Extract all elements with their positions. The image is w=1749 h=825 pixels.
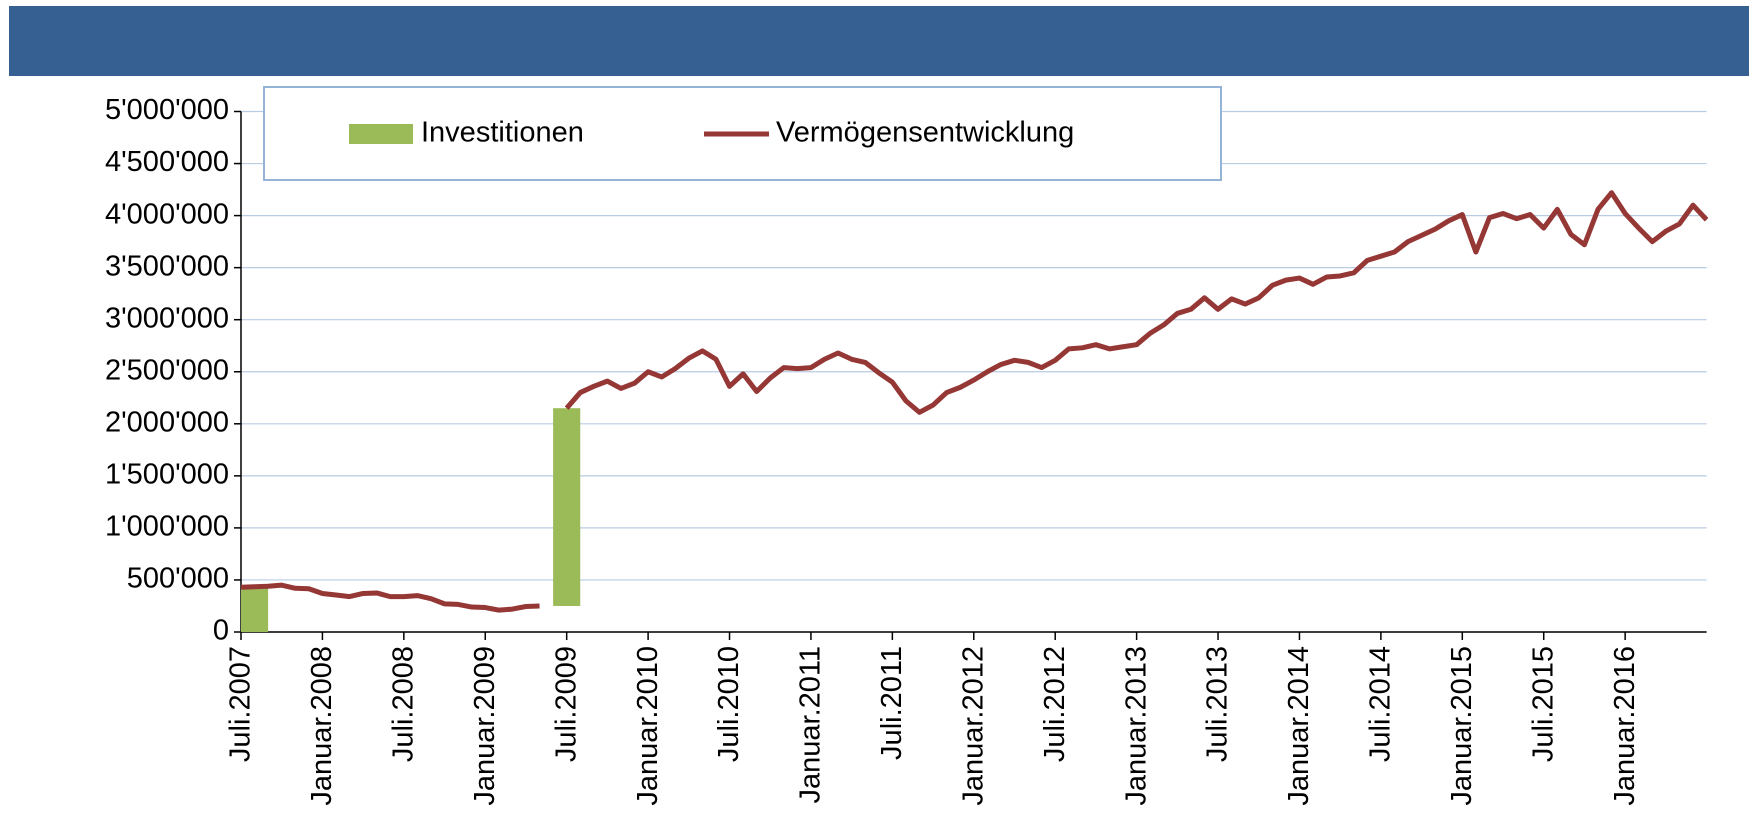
legend-label: Vermögensentwicklung: [776, 117, 1074, 149]
y-tick-label: 4'000'000: [105, 198, 229, 230]
x-tick-label: Januar.2010: [632, 646, 664, 806]
y-tick-label: 4'500'000: [105, 146, 229, 178]
bar: [241, 587, 269, 632]
x-tick-label: Januar.2015: [1446, 646, 1478, 806]
y-tick-label: 1'000'000: [105, 511, 229, 543]
x-tick-label: Juli.2013: [1202, 646, 1234, 762]
legend-label: Investitionen: [421, 117, 584, 149]
y-tick-label: 2'000'000: [105, 406, 229, 438]
y-tick-label: 500'000: [127, 563, 229, 595]
y-tick-label: 5'000'000: [105, 94, 229, 126]
x-tick-label: Januar.2014: [1283, 646, 1315, 806]
legend-swatch: [349, 124, 413, 144]
x-tick-label: Juli.2015: [1527, 646, 1559, 762]
x-tick-label: Januar.2009: [469, 646, 501, 806]
x-tick-label: Januar.2011: [795, 646, 827, 804]
x-tick-label: Juli.2011: [876, 646, 908, 760]
x-tick-label: Januar.2013: [1120, 646, 1152, 806]
x-tick-label: Juli.2008: [387, 646, 419, 762]
header-bar: [9, 6, 1749, 76]
x-tick-label: Juli.2009: [550, 646, 582, 762]
x-tick-label: Januar.2012: [957, 646, 989, 806]
x-tick-label: Juli.2014: [1365, 646, 1397, 762]
x-tick-label: Januar.2016: [1609, 646, 1641, 806]
x-tick-label: Juli.2007: [225, 646, 257, 762]
y-tick-label: 3'500'000: [105, 250, 229, 282]
y-tick-label: 1'500'000: [105, 459, 229, 491]
x-tick-label: Juli.2012: [1039, 646, 1071, 762]
x-tick-label: Januar.2008: [306, 646, 338, 806]
y-tick-label: 0: [213, 615, 229, 647]
y-tick-label: 2'500'000: [105, 354, 229, 386]
x-tick-label: Juli.2010: [713, 646, 745, 762]
bar: [553, 408, 581, 606]
y-tick-label: 3'000'000: [105, 302, 229, 334]
line: [240, 190, 1709, 613]
